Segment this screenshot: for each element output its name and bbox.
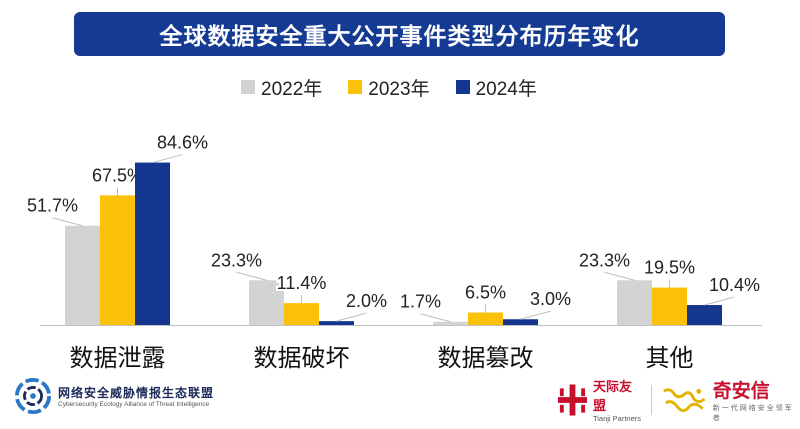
bar-2024年-数据破坏 [319, 321, 354, 325]
leader-line [152, 154, 183, 164]
category-label: 数据篡改 [438, 344, 534, 372]
partner-logos: 天际友盟 Tianji Partners 奇安信 新一代网络安全领军者 [556, 376, 800, 423]
leader-line [236, 271, 267, 281]
leader-line [420, 313, 451, 323]
leader-line [604, 271, 635, 281]
data-label: 11.4% [277, 273, 327, 293]
bar-2023年-数据泄露 [100, 195, 135, 325]
data-label: 51.7% [27, 196, 78, 216]
legend-swatch-2024 [455, 80, 470, 94]
bar-2024年-其他 [687, 305, 722, 325]
bar-2022年-数据泄露 [65, 225, 100, 325]
legend-swatch-2023 [348, 80, 363, 94]
bar-2022年-其他 [617, 280, 652, 325]
leader-line [704, 296, 735, 306]
data-label: 84.6% [157, 133, 208, 153]
qax-slogan: 新一代网络安全领军者 [712, 404, 794, 422]
qax-seal-icon [663, 387, 706, 412]
title-banner: 全球数据安全重大公开事件类型分布历年变化 [74, 12, 725, 56]
bar-2024年-数据泄露 [135, 162, 170, 325]
legend-item-2022: 2022年 [241, 74, 322, 101]
bar-2022年-数据破坏 [249, 280, 284, 325]
alliance-subtitle: Cybersecurity Ecology Alliance of Threat… [58, 401, 210, 408]
leader-line [52, 217, 83, 227]
legend-swatch-2022 [241, 80, 255, 94]
category-label: 其他 [646, 344, 694, 372]
tianji-english-name: Tianji Partners [592, 414, 642, 423]
bar-2023年-其他 [652, 287, 687, 325]
data-label: 19.5% [644, 258, 695, 278]
legend-label-2024: 2024年 [475, 78, 537, 100]
alliance-logo-icon [14, 377, 52, 415]
legend-item-2023: 2023年 [348, 74, 430, 101]
data-label: 3.0% [530, 289, 571, 309]
tianji-name: 天际友盟 [592, 380, 632, 414]
legend: 2022年 2023年 2024年 [241, 74, 537, 100]
bar-2023年-数据篡改 [468, 312, 503, 325]
bar-2023年-数据破坏 [284, 303, 319, 325]
logo-divider [651, 384, 653, 415]
alliance-logo-block: 网络安全威胁情报生态联盟 Cybersecurity Ecology Allia… [14, 377, 214, 415]
chart-title: 全球数据安全重大公开事件类型分布历年变化 [159, 24, 640, 50]
tianji-logo-icon [557, 383, 588, 416]
data-label: 6.5% [465, 283, 506, 303]
data-label: 2.0% [346, 291, 387, 311]
bar-2024年-数据篡改 [503, 319, 538, 325]
data-label: 10.4% [709, 275, 760, 295]
leader-line [336, 312, 367, 322]
data-label: 1.7% [400, 292, 441, 312]
bar-2022年-数据篡改 [433, 321, 468, 325]
legend-label-2023: 2023年 [368, 78, 430, 100]
alliance-name: 网络安全威胁情报生态联盟 [58, 386, 215, 400]
leader-line [520, 310, 551, 320]
qax-name: 奇安信 [712, 380, 770, 402]
legend-item-2024: 2024年 [455, 74, 537, 101]
data-label: 23.3% [211, 250, 262, 270]
legend-label-2022: 2022年 [261, 78, 323, 100]
category-label: 数据泄露 [70, 344, 166, 372]
data-label: 23.3% [579, 250, 630, 270]
category-label: 数据破坏 [254, 344, 350, 372]
